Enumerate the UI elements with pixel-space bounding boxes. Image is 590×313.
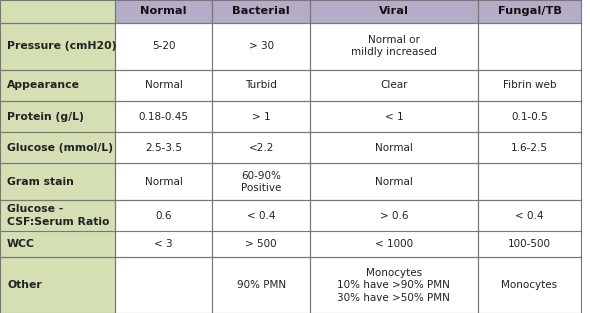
- Text: Appearance: Appearance: [7, 80, 80, 90]
- Bar: [310, 0, 478, 23]
- Bar: [212, 23, 310, 69]
- Text: Turbid: Turbid: [245, 80, 277, 90]
- Bar: [478, 231, 581, 257]
- Text: 1.6-2.5: 1.6-2.5: [511, 143, 548, 153]
- Bar: [310, 132, 478, 163]
- Bar: [0, 200, 115, 231]
- Bar: [310, 231, 478, 257]
- Text: <2.2: <2.2: [248, 143, 274, 153]
- Bar: [310, 23, 478, 69]
- Text: Glucose -
CSF:Serum Ratio: Glucose - CSF:Serum Ratio: [7, 204, 110, 227]
- Bar: [212, 69, 310, 101]
- Text: Monocytes
10% have >90% PMN
30% have >50% PMN: Monocytes 10% have >90% PMN 30% have >50…: [337, 268, 450, 303]
- Text: 60-90%
Positive: 60-90% Positive: [241, 171, 281, 193]
- Text: 100-500: 100-500: [508, 239, 551, 249]
- Text: Normal: Normal: [375, 177, 413, 187]
- Bar: [212, 101, 310, 132]
- Bar: [478, 132, 581, 163]
- Bar: [115, 0, 212, 23]
- Bar: [115, 200, 212, 231]
- Bar: [212, 0, 310, 23]
- Bar: [0, 69, 115, 101]
- Text: Normal: Normal: [375, 143, 413, 153]
- Text: Normal: Normal: [145, 80, 183, 90]
- Bar: [212, 200, 310, 231]
- Bar: [115, 23, 212, 69]
- Bar: [310, 101, 478, 132]
- Bar: [0, 101, 115, 132]
- Bar: [0, 231, 115, 257]
- Text: WCC: WCC: [7, 239, 35, 249]
- Text: < 1000: < 1000: [375, 239, 413, 249]
- Text: < 0.4: < 0.4: [515, 211, 544, 221]
- Text: 0.6: 0.6: [156, 211, 172, 221]
- Bar: [115, 231, 212, 257]
- Text: > 0.6: > 0.6: [379, 211, 408, 221]
- Text: Viral: Viral: [379, 6, 409, 16]
- Bar: [115, 69, 212, 101]
- Text: Monocytes: Monocytes: [502, 280, 558, 290]
- Text: Protein (g/L): Protein (g/L): [7, 111, 84, 121]
- Bar: [310, 69, 478, 101]
- Text: Other: Other: [7, 280, 42, 290]
- Bar: [0, 23, 115, 69]
- Text: > 500: > 500: [245, 239, 277, 249]
- Bar: [0, 163, 115, 200]
- Text: > 1: > 1: [252, 111, 270, 121]
- Bar: [0, 132, 115, 163]
- Text: Bacterial: Bacterial: [232, 6, 290, 16]
- Text: Normal: Normal: [145, 177, 183, 187]
- Bar: [478, 0, 581, 23]
- Bar: [478, 163, 581, 200]
- Bar: [310, 200, 478, 231]
- Bar: [478, 257, 581, 313]
- Bar: [310, 163, 478, 200]
- Bar: [478, 23, 581, 69]
- Bar: [478, 101, 581, 132]
- Text: < 3: < 3: [155, 239, 173, 249]
- Bar: [478, 69, 581, 101]
- Text: Normal: Normal: [140, 6, 187, 16]
- Bar: [478, 200, 581, 231]
- Text: < 0.4: < 0.4: [247, 211, 276, 221]
- Bar: [0, 257, 115, 313]
- Text: 0.1-0.5: 0.1-0.5: [511, 111, 548, 121]
- Text: 2.5-3.5: 2.5-3.5: [145, 143, 182, 153]
- Text: 0.18-0.45: 0.18-0.45: [139, 111, 189, 121]
- Bar: [212, 231, 310, 257]
- Bar: [115, 132, 212, 163]
- Text: 90% PMN: 90% PMN: [237, 280, 286, 290]
- Bar: [310, 257, 478, 313]
- Bar: [0, 0, 115, 23]
- Text: > 30: > 30: [248, 41, 274, 51]
- Text: < 1: < 1: [385, 111, 403, 121]
- Bar: [212, 257, 310, 313]
- Text: Normal or
mildly increased: Normal or mildly increased: [351, 35, 437, 57]
- Text: Glucose (mmol/L): Glucose (mmol/L): [7, 143, 113, 153]
- Bar: [212, 132, 310, 163]
- Text: Gram stain: Gram stain: [7, 177, 74, 187]
- Text: Clear: Clear: [380, 80, 408, 90]
- Text: Fungal/TB: Fungal/TB: [497, 6, 562, 16]
- Bar: [115, 163, 212, 200]
- Text: Pressure (cmH20): Pressure (cmH20): [7, 41, 117, 51]
- Text: Fibrin web: Fibrin web: [503, 80, 556, 90]
- Bar: [212, 163, 310, 200]
- Bar: [115, 101, 212, 132]
- Bar: [115, 257, 212, 313]
- Text: 5-20: 5-20: [152, 41, 175, 51]
